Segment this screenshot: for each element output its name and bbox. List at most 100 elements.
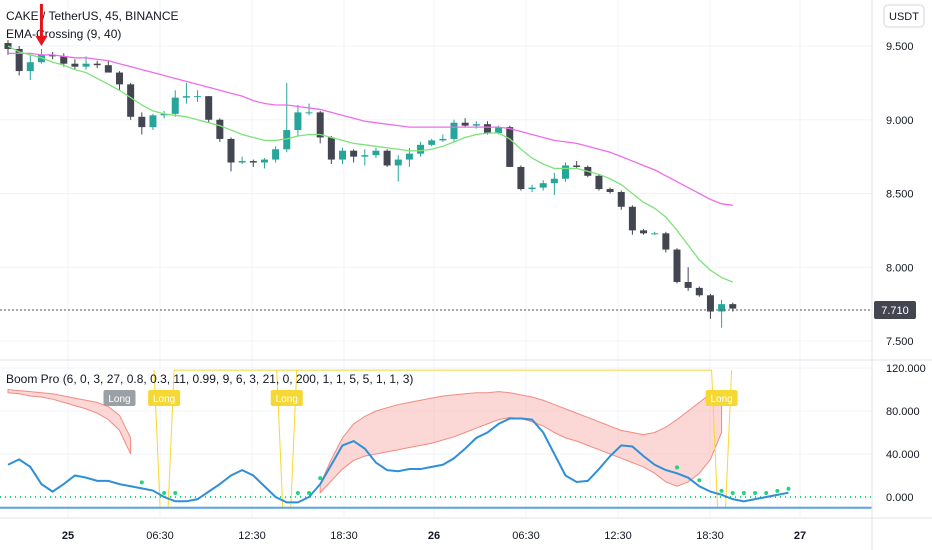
- price-scale[interactable]: 9.500 9.000 8.500 8.000 7.500: [886, 41, 914, 348]
- signal-dot: [753, 491, 758, 495]
- last-price-badge: 7.710: [874, 301, 916, 320]
- boom-cloud-area: [319, 389, 723, 494]
- indicator-tick-label: 0.000: [886, 492, 914, 504]
- candle-body: [350, 150, 358, 157]
- candle-body: [71, 63, 79, 67]
- candle-body: [394, 159, 402, 166]
- candle-body: [138, 116, 146, 128]
- candle-body: [439, 138, 447, 141]
- candle-body: [450, 122, 458, 139]
- candle-body: [662, 233, 670, 250]
- candle-body: [15, 48, 23, 72]
- candle-body: [517, 166, 525, 190]
- candle-body: [405, 153, 413, 160]
- ema-slow-line: [8, 52, 733, 206]
- candle-body: [428, 140, 436, 145]
- candle-body: [305, 112, 313, 114]
- signal-dot: [764, 491, 769, 495]
- signal-dot: [741, 491, 746, 495]
- signal-badge-label: Long: [710, 394, 732, 405]
- candle-body: [539, 183, 547, 188]
- candle-body: [684, 282, 692, 288]
- candle-body: [216, 119, 224, 139]
- signal-dot: [730, 491, 735, 495]
- candle-body: [227, 138, 235, 163]
- last-price-value: 7.710: [881, 305, 909, 317]
- signal-dot: [139, 480, 144, 485]
- signal-dot: [675, 465, 679, 470]
- candle-body: [260, 159, 268, 163]
- indicator-tick-label: 120.000: [886, 363, 926, 375]
- time-tick-label: 18:30: [330, 530, 358, 542]
- time-tick-label: 25: [62, 530, 74, 542]
- signal-dot: [697, 478, 702, 483]
- signal-dot: [173, 491, 178, 495]
- candles: [4, 40, 737, 328]
- time-tick-label: 06:30: [146, 530, 174, 542]
- signal-badge: [103, 390, 136, 406]
- candle-body: [116, 72, 123, 85]
- signal-dot: [318, 476, 323, 481]
- candle-body: [327, 137, 335, 160]
- candle-body: [417, 144, 425, 154]
- signal-dot: [295, 491, 300, 495]
- time-tick-label: 27: [794, 530, 806, 542]
- candle-body: [49, 54, 57, 57]
- ema-indicator-title[interactable]: EMA-Crossing (9, 40): [6, 27, 121, 41]
- indicator-tick-label: 40.000: [886, 449, 920, 461]
- candle-body: [194, 96, 202, 98]
- boom-indicator-title[interactable]: Boom Pro (6, 0, 3, 27, 0.8, 0.3, 11, 0.9…: [6, 372, 413, 386]
- candle-body: [93, 63, 101, 66]
- candle-body: [729, 304, 737, 309]
- symbol-title[interactable]: CAKE / TetherUS, 45, BINANCE: [6, 9, 179, 23]
- time-tick-label: 12:30: [238, 530, 266, 542]
- time-scale[interactable]: 25 06:30 12:30 18:30 26 06:30 12:30 18:30 27: [62, 530, 806, 542]
- time-tick-label: 12:30: [604, 530, 632, 542]
- price-tick-label: 9.500: [886, 41, 914, 53]
- time-tick-label: 26: [428, 530, 440, 542]
- candle-body: [171, 97, 179, 114]
- candle-body: [495, 127, 503, 134]
- candle-body: [617, 192, 625, 207]
- signal-dot: [162, 491, 167, 495]
- price-tick-label: 8.500: [886, 189, 914, 201]
- signal-badge: [270, 390, 303, 406]
- price-tick-label: 8.000: [886, 262, 914, 274]
- candle-body: [695, 287, 703, 296]
- currency-button-label: USDT: [889, 11, 919, 23]
- candle-body: [82, 63, 90, 67]
- candle-body: [294, 112, 302, 131]
- indicator-scale[interactable]: 120.000 80.000 40.000 0.000: [886, 363, 926, 504]
- signal-dot: [307, 491, 312, 495]
- candle-body: [160, 113, 168, 116]
- signal-badge: [705, 390, 738, 406]
- signal-badge-label: Long: [108, 394, 130, 405]
- boom-line: [7, 417, 789, 504]
- candle-body: [283, 130, 291, 150]
- ema-lines: [7, 45, 733, 283]
- candle-body: [651, 233, 659, 235]
- candle-body: [182, 96, 190, 98]
- time-tick-label: 06:30: [512, 530, 540, 542]
- signal-badge: [148, 390, 181, 406]
- candle-body: [383, 150, 391, 166]
- currency-button[interactable]: USDT: [883, 4, 925, 28]
- candle-body: [640, 230, 648, 234]
- candle-body: [249, 161, 257, 163]
- boom-indicator: Long Long Long Long: [0, 369, 872, 509]
- boom-cloud-area: [7, 388, 132, 455]
- candle-body: [26, 62, 34, 72]
- candle-body: [562, 165, 569, 179]
- signal-dot: [786, 486, 791, 491]
- candle-body: [550, 178, 558, 184]
- candle-body: [461, 122, 469, 126]
- candle-body: [238, 161, 246, 163]
- candle-body: [316, 112, 324, 138]
- candle-body: [706, 295, 714, 312]
- candle-body: [37, 54, 45, 63]
- candle-body: [606, 189, 614, 193]
- candle-body: [528, 187, 536, 190]
- candle-body: [127, 84, 135, 117]
- candle-body: [673, 249, 681, 282]
